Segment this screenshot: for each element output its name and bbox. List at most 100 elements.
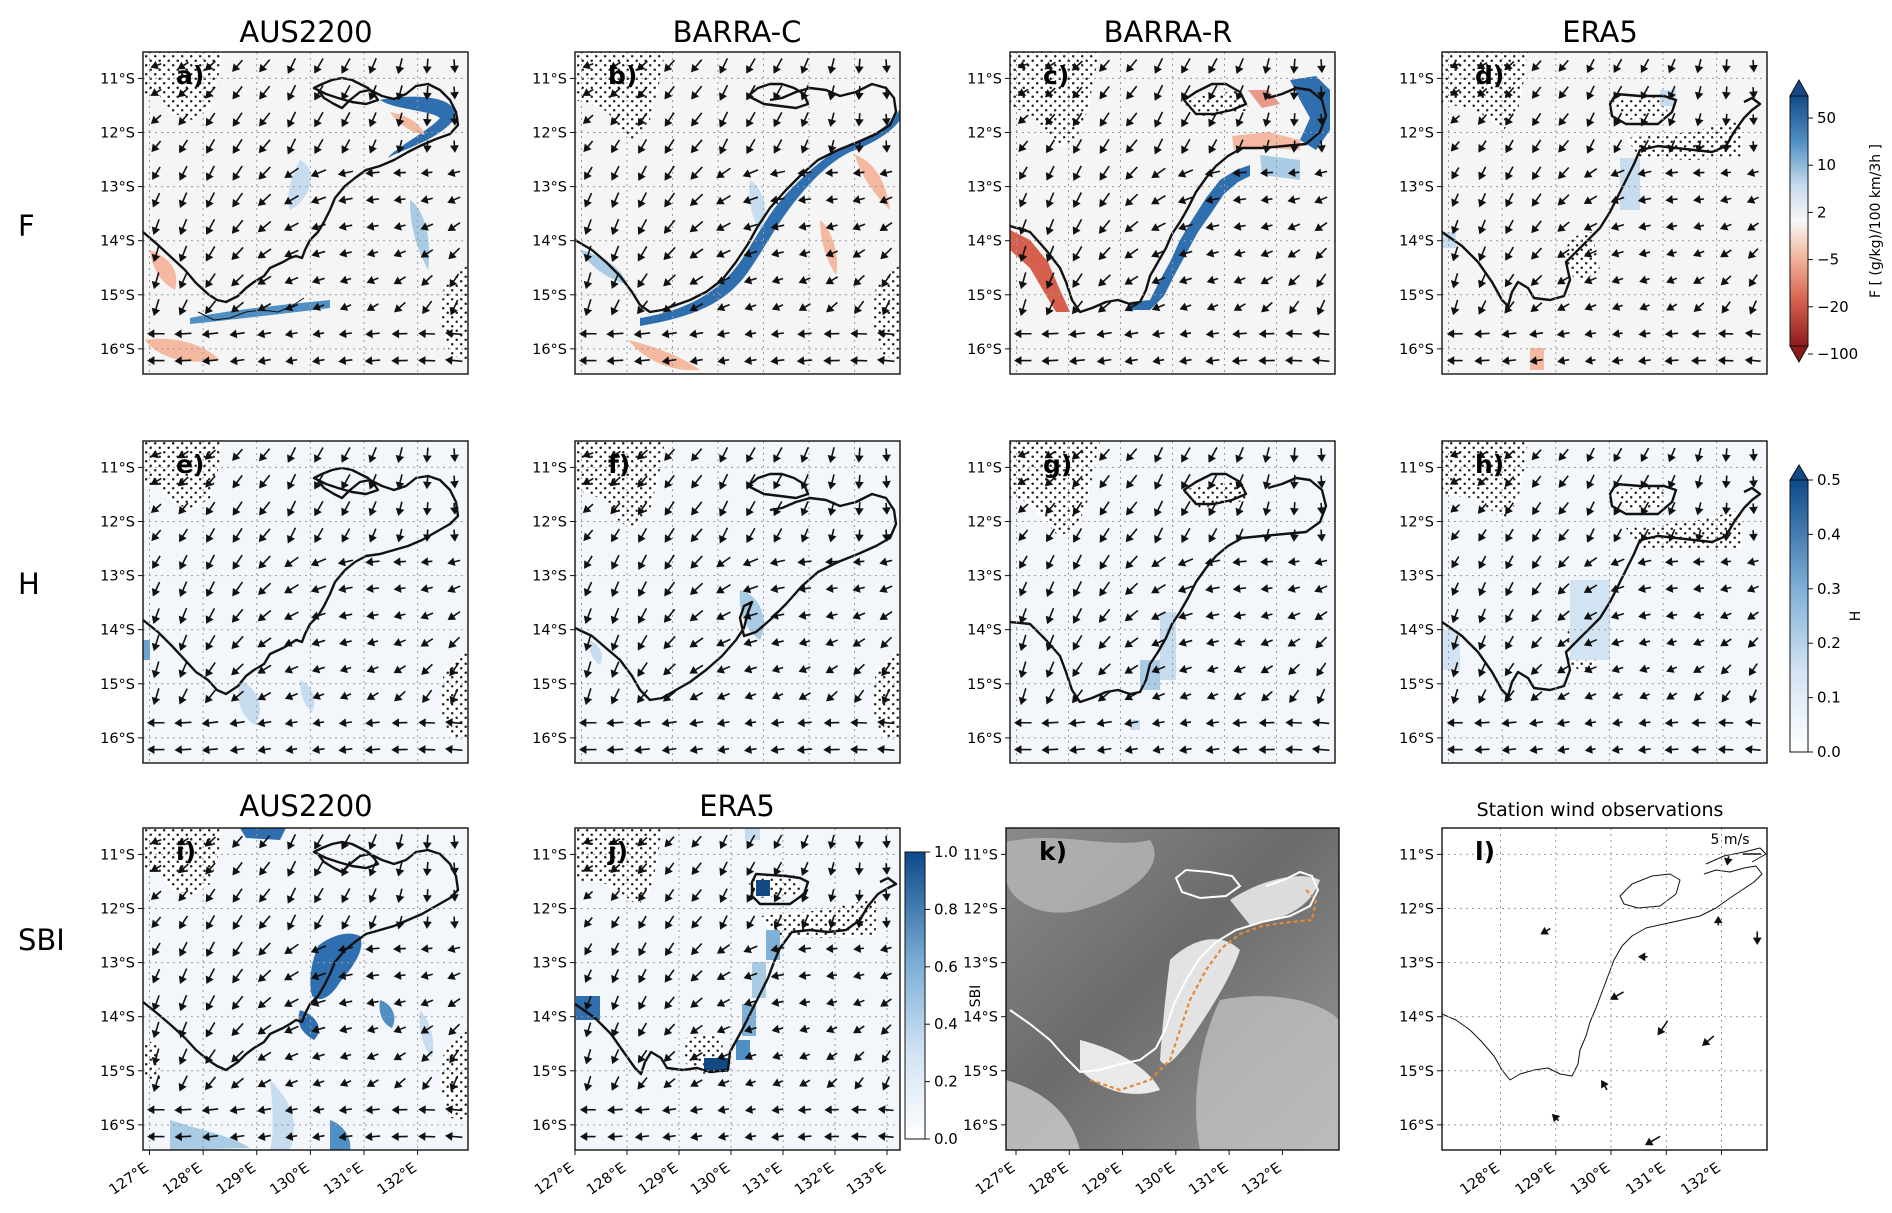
wind-arrow xyxy=(1151,718,1165,728)
wind-arrow xyxy=(1476,450,1488,458)
panel-title-i: AUS2200 xyxy=(239,789,372,823)
wind-arrow xyxy=(1610,195,1625,204)
wind-arrow xyxy=(366,692,379,700)
wind-arrow xyxy=(338,1132,353,1142)
wind-arrow xyxy=(609,61,621,70)
wind-arrow xyxy=(232,112,243,127)
panel-frame-b xyxy=(574,51,901,375)
wind-arrow xyxy=(231,219,244,234)
wind-arrow xyxy=(882,835,891,849)
panel-frame-e xyxy=(142,440,469,764)
lat-tick-label: 11°S xyxy=(100,847,135,863)
wind-arrow xyxy=(1611,745,1624,754)
wind-arrow xyxy=(665,888,675,903)
lat-tick-label: 13°S xyxy=(100,956,135,972)
wind-arrow xyxy=(1151,556,1166,568)
lat-tick-label: 16°S xyxy=(532,731,567,747)
wind-arrow xyxy=(205,995,216,1011)
wind-arrow xyxy=(854,835,864,850)
wind-arrow xyxy=(771,1024,784,1034)
wind-arrow xyxy=(1722,140,1731,153)
lat-tick-label: 11°S xyxy=(967,71,1002,87)
wind-arrow xyxy=(770,1132,784,1141)
wind-arrow xyxy=(746,834,756,850)
wind-arrow xyxy=(716,638,731,647)
wind-arrow xyxy=(1557,583,1570,595)
wind-arrow xyxy=(1722,529,1731,542)
wind-arrow xyxy=(690,166,703,180)
wind-arrow xyxy=(365,584,380,593)
wind-arrow xyxy=(1125,166,1138,180)
wind-arrow xyxy=(1558,139,1570,153)
wind-arrow xyxy=(1262,85,1272,101)
wind-arrow xyxy=(420,1025,434,1034)
wind-arrow xyxy=(259,474,271,489)
wind-arrow xyxy=(1664,745,1679,755)
f-positive-patch xyxy=(749,180,766,230)
wind-arrow xyxy=(420,249,434,258)
wind-arrow xyxy=(584,995,593,1011)
wind-arrow xyxy=(1044,476,1056,487)
wind-arrow xyxy=(232,448,244,461)
wind-arrow xyxy=(663,663,676,676)
wind-arrow xyxy=(1584,718,1597,727)
wind-arrow xyxy=(1557,610,1570,621)
lat-tick-label: 12°S xyxy=(963,902,998,918)
lat-tick-label: 13°S xyxy=(532,569,567,585)
wind-arrow xyxy=(1073,139,1083,154)
wind-arrow xyxy=(798,664,811,674)
wind-arrow xyxy=(341,915,351,930)
wind-arrow xyxy=(1287,557,1300,567)
wind-arrow xyxy=(1017,477,1029,485)
wind-arrow xyxy=(744,329,757,338)
wind-arrow xyxy=(1532,501,1542,516)
wind-arrow xyxy=(852,557,865,567)
wind-arrow xyxy=(1586,85,1595,101)
wind-arrow xyxy=(746,447,756,463)
wind-arrow xyxy=(1316,688,1326,705)
wind-arrow xyxy=(311,249,326,258)
wind-arrow xyxy=(341,112,351,128)
wind-arrow xyxy=(610,299,620,316)
wind-arrow xyxy=(1072,554,1083,570)
wind-arrow xyxy=(1260,249,1273,258)
wind-arrow xyxy=(1151,611,1166,621)
wind-arrow xyxy=(1667,447,1676,463)
wind-arrow xyxy=(798,303,811,311)
wind-arrow xyxy=(1069,745,1085,755)
f-negative-patch xyxy=(150,250,177,290)
wind-arrow xyxy=(231,635,244,650)
wind-arrow xyxy=(717,745,730,754)
wind-arrow xyxy=(746,500,756,517)
wind-arrow xyxy=(1261,690,1273,702)
wind-arrow xyxy=(422,447,432,463)
wind-arrow xyxy=(690,1079,703,1087)
wind-arrow xyxy=(151,1048,161,1066)
wind-arrow xyxy=(1744,718,1761,728)
wind-arrow xyxy=(393,611,406,620)
wind-arrow xyxy=(150,449,162,459)
wind-arrow xyxy=(1045,661,1055,678)
wind-arrow xyxy=(852,195,865,204)
wind-arrow xyxy=(1151,302,1165,312)
wind-arrow xyxy=(150,88,162,96)
wind-arrow xyxy=(637,1049,648,1064)
wind-arrow xyxy=(881,890,891,902)
colorbar-h-label: H xyxy=(1848,611,1864,622)
wind-arrow xyxy=(1721,86,1731,100)
wind-arrow xyxy=(1151,222,1166,232)
wind-arrow xyxy=(1718,329,1734,339)
wind-arrow xyxy=(661,745,677,755)
wind-arrow xyxy=(1151,583,1166,594)
lon-tick-label: 132°E xyxy=(375,1160,420,1198)
wind-arrow xyxy=(339,1078,352,1087)
lat-tick-label: 15°S xyxy=(532,677,567,693)
wind-arrow xyxy=(743,945,758,954)
wind-arrow xyxy=(1205,329,1219,339)
wind-arrow xyxy=(1693,691,1705,701)
wind-arrow xyxy=(1071,300,1084,315)
wind-arrow xyxy=(1748,530,1758,542)
wind-arrow xyxy=(151,140,162,153)
lat-tick-label: 13°S xyxy=(967,180,1002,196)
